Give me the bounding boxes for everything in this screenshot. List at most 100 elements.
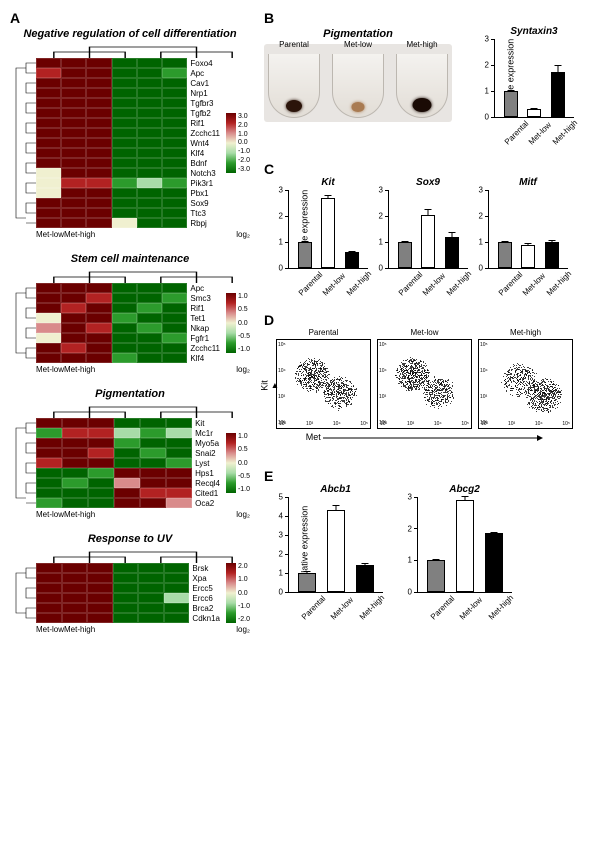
heatmap-cell (62, 478, 88, 488)
legend-tick: -3.0 (238, 166, 250, 173)
heatmap-cell (112, 108, 137, 118)
heatmap-cell (88, 438, 114, 448)
heatmap-cell (36, 118, 61, 128)
x-group-label: Met-high (64, 230, 95, 239)
heatmap-cell (137, 128, 162, 138)
gene-label: Fgfr1 (190, 334, 220, 343)
legend-tick: -1.0 (238, 346, 250, 353)
x-label: Met-high (486, 605, 502, 621)
heatmap-cell (138, 583, 164, 593)
scatter-panel: Parental 10⁵10⁴10³10² 10²10³10⁴10⁵ (276, 328, 371, 429)
heatmap-cell (140, 478, 166, 488)
heatmap-cell (62, 468, 88, 478)
x-label: Met-high (357, 605, 373, 621)
gene-label: Xpa (192, 574, 220, 583)
heatmap-cell (36, 428, 62, 438)
bar (398, 242, 412, 268)
y-tick (485, 216, 489, 217)
heatmap-cell (86, 98, 111, 108)
heatmap-cell (166, 468, 192, 478)
scatter-plot: 10⁵10⁴10³10² 10²10³10⁴10⁵ (478, 339, 573, 429)
gene-label: Rbpj (190, 219, 220, 228)
heatmap-cell (86, 218, 111, 228)
heatmap-cell (61, 198, 86, 208)
gene-label: Hps1 (195, 469, 220, 478)
y-tick-label: 3 (479, 186, 483, 195)
heatmap-cell (61, 138, 86, 148)
heatmap-cell (162, 333, 187, 343)
pellet (352, 102, 365, 112)
heatmap-cell (114, 458, 140, 468)
heatmap-title: Response to UV (10, 533, 250, 545)
heatmap-cell (86, 303, 111, 313)
heatmap-grid (36, 418, 192, 508)
heatmap-cell (112, 58, 137, 68)
y-tick (414, 560, 418, 561)
heatmap-cell (36, 283, 61, 293)
heatmap-cell (86, 313, 111, 323)
legend-tick: 1.0 (238, 131, 250, 138)
y-tick-label: 1 (485, 87, 489, 96)
bar (445, 237, 459, 268)
heatmap-cell (61, 323, 86, 333)
heatmap-cell (61, 98, 86, 108)
tube: Met-high (396, 54, 448, 118)
heatmap-cell (112, 198, 137, 208)
tube: Met-low (332, 54, 384, 118)
x-group-label: Met-high (64, 510, 95, 519)
x-label: Met-low (521, 281, 537, 297)
heatmap-cell (86, 138, 111, 148)
heatmap-cell (112, 353, 137, 363)
col-dendrogram (36, 44, 250, 58)
heatmap-block: Response to UV BrskXpaErc (10, 533, 250, 634)
heatmap-cell (61, 313, 86, 323)
col-dendrogram (36, 549, 250, 563)
chart-plot: 0 1 2 3 (388, 190, 468, 269)
heatmap-cell (86, 293, 111, 303)
y-axis-ticks: 10⁵10⁴10³10² (278, 340, 286, 428)
x-group-label: Met-low (36, 625, 64, 634)
error-bar (528, 244, 529, 245)
heatmap-cell (137, 218, 162, 228)
y-tick (285, 516, 289, 517)
gene-label: Sox9 (190, 199, 220, 208)
heatmap-cell (62, 448, 88, 458)
x-label: Parental (297, 281, 313, 297)
heatmap-cell (86, 148, 111, 158)
y-tick (285, 216, 289, 217)
bar (421, 215, 435, 268)
heatmap-cell (86, 343, 111, 353)
bar (521, 245, 535, 268)
heatmap-cell (113, 583, 139, 593)
heatmap-cell (114, 428, 140, 438)
heatmap-cell (162, 118, 187, 128)
heatmap-cell (36, 438, 62, 448)
panel-D-label: D (264, 312, 594, 328)
heatmap-cell (86, 198, 111, 208)
heatmap-cell (112, 333, 137, 343)
row-dendrogram (10, 549, 36, 634)
heatmap-cell (137, 68, 162, 78)
heatmap-row-labels: BrskXpaErcc5Ercc6Brca2Cdkn1a (189, 563, 220, 623)
heatmap-cell (61, 353, 86, 363)
heatmap-cell (61, 78, 86, 88)
y-tick (285, 268, 289, 269)
error-bar (510, 91, 511, 92)
heatmap-cell (86, 68, 111, 78)
heatmap-cell (137, 323, 162, 333)
heatmap-cell (112, 208, 137, 218)
error-bar (464, 497, 465, 501)
row-dendrogram (10, 404, 36, 519)
scatter-row: Parental 10⁵10⁴10³10² 10²10³10⁴10⁵ Met-l… (276, 328, 573, 429)
legend-tick: 0.0 (238, 320, 250, 327)
heatmap-cell (36, 138, 61, 148)
bar-chart: Mitf 0 1 2 3 ParentalMet-lowMet-high (488, 177, 568, 286)
tube-label: Met-high (396, 40, 448, 49)
x-label: Met-low (527, 130, 543, 146)
heatmap-cell (62, 458, 88, 468)
x-label: Met-high (551, 130, 567, 146)
heatmap-cell (112, 343, 137, 353)
heatmap-cell (86, 353, 111, 363)
heatmap-cell (61, 303, 86, 313)
y-tick (285, 242, 289, 243)
